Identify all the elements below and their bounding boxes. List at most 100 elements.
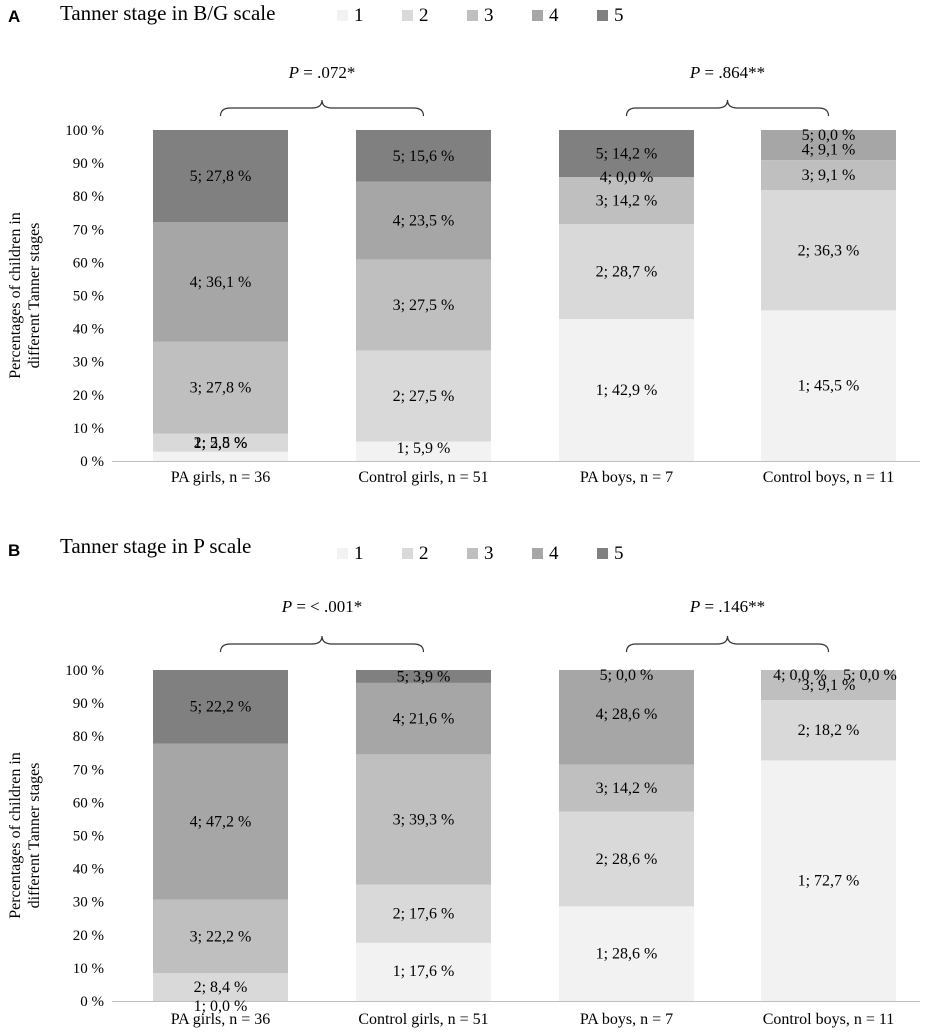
bar-segment-stage-5 bbox=[356, 130, 491, 182]
data-label: 3; 22,2 % bbox=[190, 928, 252, 945]
data-label: 4; 47,2 % bbox=[190, 814, 252, 831]
p-value-label: P = .146** bbox=[689, 597, 765, 616]
bar-segment-stage-2 bbox=[559, 224, 694, 320]
data-label: 5; 0,0 % bbox=[843, 667, 897, 684]
legend-swatch-stage-1 bbox=[337, 10, 348, 21]
legend-label-stage-1: 1 bbox=[354, 5, 364, 26]
data-label: 4; 0,0 % bbox=[773, 667, 827, 684]
panel-letter: A bbox=[8, 7, 20, 26]
y-tick-label: 50 % bbox=[73, 289, 104, 305]
p-value-label: P = .072* bbox=[288, 63, 356, 82]
y-axis-label-line: different Tanner stages bbox=[26, 223, 43, 369]
y-tick-label: 90 % bbox=[73, 696, 104, 712]
y-tick-label: 70 % bbox=[73, 762, 104, 778]
p-symbol: P bbox=[281, 597, 292, 616]
data-label: 1; 5,9 % bbox=[397, 440, 451, 457]
legend-label-stage-4: 4 bbox=[549, 5, 559, 26]
legend-label-stage-3: 3 bbox=[484, 5, 494, 26]
x-category-label: Control girls, n = 51 bbox=[358, 1011, 488, 1028]
bar-segment-stage-4 bbox=[559, 670, 694, 765]
bar-segment-stage-2 bbox=[356, 884, 491, 943]
bar-segment-stage-5 bbox=[559, 130, 694, 178]
comparison-bracket bbox=[625, 635, 830, 653]
legend-swatch-stage-4 bbox=[532, 548, 543, 559]
bar-segment-stage-2 bbox=[761, 700, 896, 761]
legend-label-stage-5: 5 bbox=[614, 543, 624, 564]
y-tick-label: 30 % bbox=[73, 895, 104, 911]
bar-segment-stage-2 bbox=[559, 811, 694, 907]
data-label: 5; 15,6 % bbox=[393, 148, 455, 165]
data-label: 4; 28,6 % bbox=[596, 706, 658, 723]
data-label: 5; 3,9 % bbox=[397, 668, 451, 685]
legend-swatch-stage-2 bbox=[402, 10, 413, 21]
bar-segment-stage-3 bbox=[153, 899, 288, 974]
y-tick-label: 10 % bbox=[73, 421, 104, 437]
data-label: 4; 23,5 % bbox=[393, 213, 455, 230]
x-category-label: Control boys, n = 11 bbox=[763, 469, 895, 486]
legend-label-stage-2: 2 bbox=[419, 543, 429, 564]
y-tick-label: 70 % bbox=[73, 222, 104, 238]
data-label: 3; 27,5 % bbox=[393, 297, 455, 314]
bar-segment-stage-1 bbox=[761, 310, 896, 461]
y-tick-label: 60 % bbox=[73, 255, 104, 271]
bar-segment-stage-3 bbox=[559, 764, 694, 812]
bar-segment-stage-2 bbox=[356, 350, 491, 442]
data-label: 2; 8,4 % bbox=[194, 979, 248, 996]
bar-segment-stage-3 bbox=[356, 259, 491, 351]
bar-segment-stage-4 bbox=[356, 682, 491, 755]
y-tick-label: 20 % bbox=[73, 388, 104, 404]
bar-segment-stage-3 bbox=[153, 341, 288, 434]
y-tick-label: 100 % bbox=[65, 123, 104, 139]
data-label: 1; 28,6 % bbox=[596, 946, 658, 963]
legend-swatch-stage-5 bbox=[597, 548, 608, 559]
y-tick-label: 20 % bbox=[73, 928, 104, 944]
bar-segment-stage-3 bbox=[356, 754, 491, 885]
p-value-text: = < .001* bbox=[292, 597, 362, 616]
panel-b: B Tanner stage in P scale 1 2 3 4 5 Percentages… bbox=[7, 534, 920, 1028]
legend-label-stage-4: 4 bbox=[549, 543, 559, 564]
data-label: 2; 27,5 % bbox=[393, 388, 455, 405]
data-label: 1; 2,8 % bbox=[194, 435, 248, 452]
y-axis-label: Percentages of children in different Tann… bbox=[7, 212, 43, 379]
y-tick-label: 0 % bbox=[80, 454, 104, 470]
data-label: 1; 45,5 % bbox=[798, 378, 860, 395]
legend-swatch-stage-3 bbox=[467, 548, 478, 559]
x-category-label: PA boys, n = 7 bbox=[580, 1011, 673, 1028]
y-tick-label: 40 % bbox=[73, 322, 104, 338]
bar-segment-stage-4 bbox=[356, 181, 491, 260]
chart-title: Tanner stage in P scale bbox=[60, 534, 251, 558]
data-label: 4; 9,1 % bbox=[802, 141, 856, 158]
y-axis-label-line: Percentages of children in bbox=[7, 752, 24, 919]
data-label: 3; 27,8 % bbox=[190, 380, 252, 397]
data-label: 5; 0,0 % bbox=[802, 127, 856, 144]
data-label: 3; 9,1 % bbox=[802, 677, 856, 694]
p-value-text: = .864** bbox=[700, 63, 765, 82]
legend-label-stage-1: 1 bbox=[354, 543, 364, 564]
data-label: 1; 72,7 % bbox=[798, 873, 860, 890]
legend-swatch-stage-5 bbox=[597, 10, 608, 21]
chart-title: Tanner stage in B/G scale bbox=[60, 1, 275, 25]
bar-segment-stage-5 bbox=[356, 670, 491, 683]
data-label: 2; 18,2 % bbox=[798, 722, 860, 739]
comparison-bracket bbox=[219, 99, 425, 117]
data-label: 1; 17,6 % bbox=[393, 963, 455, 980]
bar-segment-stage-3 bbox=[761, 160, 896, 191]
y-tick-label: 50 % bbox=[73, 829, 104, 845]
bar-segment-stage-1 bbox=[356, 441, 491, 461]
p-value-text: = .146** bbox=[700, 597, 765, 616]
data-label: 1; 42,9 % bbox=[596, 382, 658, 399]
data-label: 5; 14,2 % bbox=[596, 146, 658, 163]
data-label: 3; 39,3 % bbox=[393, 811, 455, 828]
x-category-label: Control boys, n = 11 bbox=[763, 1011, 895, 1028]
panel-letter: B bbox=[8, 541, 20, 560]
bar-segment-stage-1 bbox=[559, 319, 694, 461]
data-label: 4; 21,6 % bbox=[393, 711, 455, 728]
data-label: 4; 36,1 % bbox=[190, 274, 252, 291]
legend-label-stage-2: 2 bbox=[419, 5, 429, 26]
legend-swatch-stage-2 bbox=[402, 548, 413, 559]
bar-segment-stage-3 bbox=[761, 670, 896, 701]
x-category-label: PA girls, n = 36 bbox=[171, 469, 271, 486]
data-label: 2; 36,3 % bbox=[798, 242, 860, 259]
bar-segment-stage-1 bbox=[559, 906, 694, 1001]
bar-segment-stage-2 bbox=[153, 973, 288, 1001]
